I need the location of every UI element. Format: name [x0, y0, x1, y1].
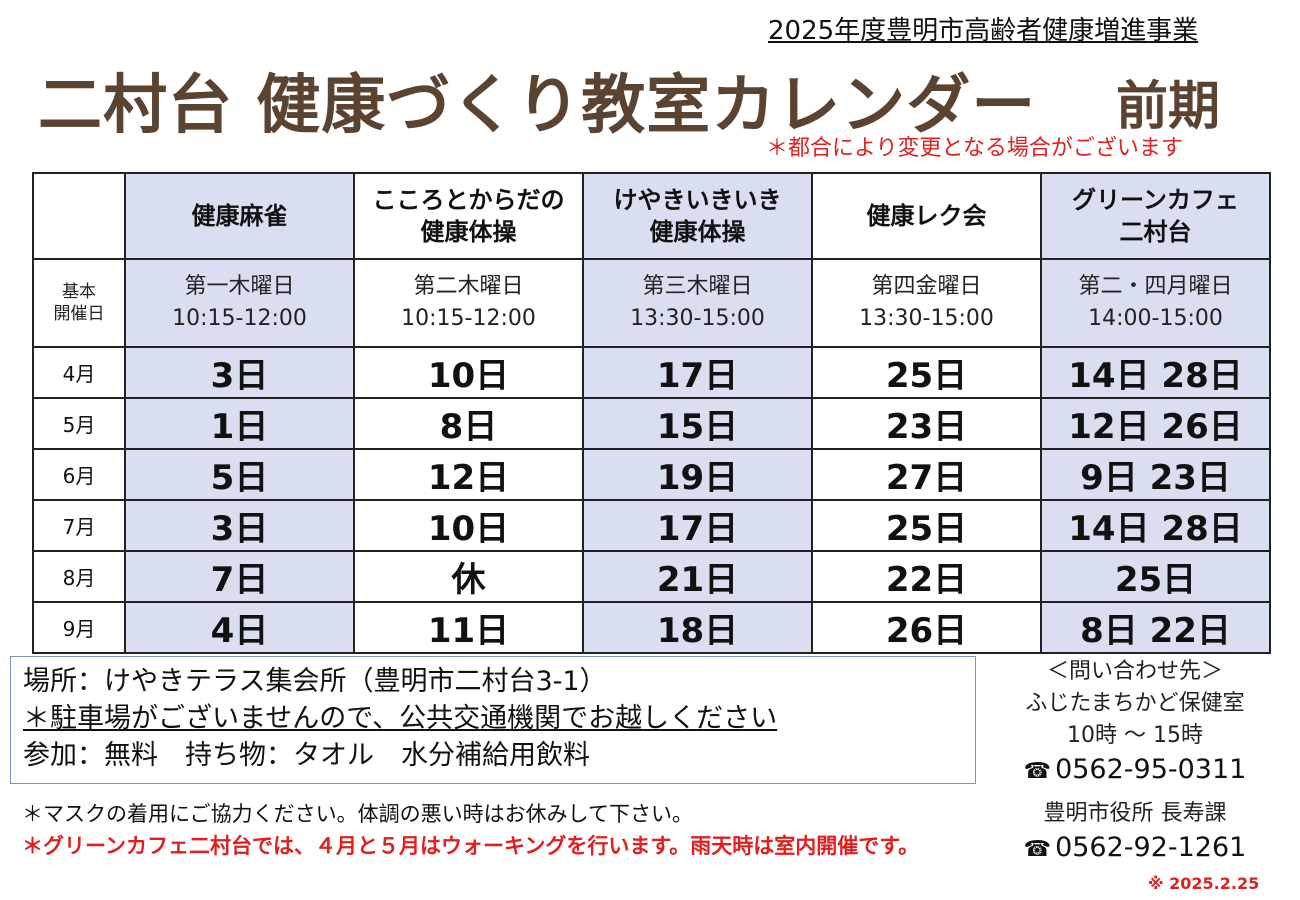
- date-cell: 27日: [811, 448, 1042, 501]
- program-header: グリーンカフェ 二村台: [1040, 172, 1271, 260]
- date-cell: 14日 28日: [1040, 499, 1271, 552]
- date-cell: 17日: [582, 346, 813, 399]
- date-cell: 14日 28日: [1040, 346, 1271, 399]
- schedule-label-line-1: 基本: [62, 282, 96, 302]
- date-cell: 26日: [811, 601, 1042, 654]
- parking-note: ＊駐車場がございませんので、公共交通機関でお越しください: [23, 703, 778, 734]
- date-cell: 7日: [124, 550, 355, 603]
- contact-phone-1: ☎ 0562-95-0311: [1023, 754, 1247, 785]
- month-label: 9月: [32, 601, 126, 654]
- date-cell: 8日 22日: [1040, 601, 1271, 654]
- program-name-line-2: 健康体操: [420, 218, 517, 246]
- fee-text: 参加：無料 持ち物：タオル 水分補給用飲料: [23, 740, 590, 771]
- date-cell: 11日: [353, 601, 584, 654]
- schedule-cell: 第二木曜日 10:15-12:00: [353, 258, 584, 348]
- calendar-table: 健康麻雀 こころとからだの 健康体操 けやきいきいき 健康体操 健康レク会 グリーンカフェ二…: [32, 172, 1271, 654]
- schedule-label-line-2: 開催日: [53, 304, 105, 324]
- month-row: 7月 3日 10日 17日 25日 14日 28日: [32, 499, 1271, 552]
- contact-hours: 10時 ～ 15時: [1067, 723, 1203, 748]
- term-label: 前期: [1116, 77, 1221, 137]
- date-cell: 5日: [124, 448, 355, 501]
- month-row: 9月 4日 11日 18日 26日 8日 22日: [32, 601, 1271, 654]
- telephone-icon: ☎: [1023, 759, 1052, 784]
- schedule-day: 第二木曜日: [413, 274, 524, 299]
- schedule-time: 13:30-15:00: [859, 306, 994, 331]
- date-cell: 21日: [582, 550, 813, 603]
- date-cell: 12日 26日: [1040, 397, 1271, 450]
- date-cell: 15日: [582, 397, 813, 450]
- contact-org-1: ふじたまちかど保健室: [1025, 691, 1245, 716]
- contact-block: ＜問い合わせ先＞ ふじたまちかど保健室 10時 ～ 15時 ☎ 0562-95-0…: [990, 656, 1280, 868]
- date-cell: 25日: [811, 499, 1042, 552]
- schedule-time: 10:15-12:00: [172, 306, 307, 331]
- date-cell: 10日: [353, 346, 584, 399]
- program-header: けやきいきいき 健康体操: [582, 172, 813, 260]
- date-cell: 25日: [1040, 550, 1271, 603]
- month-row: 6月 5日 12日 19日 27日 9日 23日: [32, 448, 1271, 501]
- page-title: 二村台 健康づくり教室カレンダー: [38, 69, 1037, 143]
- change-notice: ＊都合により変更となる場合がございます: [766, 136, 1183, 161]
- date-cell: 休: [353, 550, 584, 603]
- month-row: 8月 7日休 21日 22日 25日: [32, 550, 1271, 603]
- schedule-time: 10:15-12:00: [401, 306, 536, 331]
- date-cell: 17日: [582, 499, 813, 552]
- info-box: 場所：けやきテラス集会所（豊明市二村台3-1） ＊駐車場がございませんので、公共…: [10, 656, 976, 784]
- program-name-line-2: 二村台: [1119, 218, 1192, 246]
- program-name-line-1: 健康レク会: [866, 202, 987, 230]
- month-label: 7月: [32, 499, 126, 552]
- program-subtitle: 2025年度豊明市高齢者健康増進事業: [768, 16, 1199, 46]
- schedule-row: 基本 開催日 第一木曜日 10:15-12:00 第二木曜日 10:15-12:00 第三木…: [32, 258, 1271, 348]
- month-row: 4月 3日 10日 17日 25日 14日 28日: [32, 346, 1271, 399]
- month-row: 5月 1日 8日 15日 23日 12日 26日: [32, 397, 1271, 450]
- date-cell: 10日: [353, 499, 584, 552]
- date-cell: 25日: [811, 346, 1042, 399]
- date-cell: 18日: [582, 601, 813, 654]
- month-label: 6月: [32, 448, 126, 501]
- contact-phone-2: ☎ 0562-92-1261: [1023, 832, 1247, 863]
- mask-note: ＊マスクの着用にご協力ください。体調の悪い時はお休みして下さい。: [22, 802, 693, 826]
- date-cell: 22日: [811, 550, 1042, 603]
- date-cell: 8日: [353, 397, 584, 450]
- schedule-day: 第一木曜日: [184, 274, 295, 299]
- header-row: 健康麻雀 こころとからだの 健康体操 けやきいきいき 健康体操 健康レク会 グリーンカフェ二…: [32, 172, 1271, 260]
- schedule-time: 14:00-15:00: [1088, 306, 1223, 331]
- program-name-line-1: 健康麻雀: [191, 202, 288, 230]
- schedule-row-label: 基本 開催日: [32, 258, 126, 348]
- program-header: こころとからだの 健康体操: [353, 172, 584, 260]
- schedule-cell: 第三木曜日 13:30-15:00: [582, 258, 813, 348]
- schedule-day: 第三木曜日: [642, 274, 753, 299]
- program-header: 健康レク会: [811, 172, 1042, 260]
- contact-org-2: 豊明市役所 長寿課: [1043, 801, 1227, 826]
- schedule-time: 13:30-15:00: [630, 306, 765, 331]
- program-name-line-1: グリーンカフェ: [1072, 186, 1239, 214]
- telephone-icon: ☎: [1023, 837, 1052, 862]
- schedule-cell: 第一木曜日 10:15-12:00: [124, 258, 355, 348]
- program-name-line-1: こころとからだの: [372, 186, 565, 214]
- date-cell: 9日 23日: [1040, 448, 1271, 501]
- date-cell: 4日: [124, 601, 355, 654]
- corner-cell: [32, 172, 126, 260]
- month-label: 4月: [32, 346, 126, 399]
- date-cell: 23日: [811, 397, 1042, 450]
- program-name-line-1: けやきいきいき: [613, 186, 782, 214]
- schedule-cell: 第二・四月曜日 14:00-15:00: [1040, 258, 1271, 348]
- date-cell: 3日: [124, 499, 355, 552]
- program-name-line-2: 健康体操: [649, 218, 746, 246]
- date-cell: 1日: [124, 397, 355, 450]
- month-label: 5月: [32, 397, 126, 450]
- schedule-day: 第二・四月曜日: [1078, 274, 1233, 299]
- contact-heading: ＜問い合わせ先＞: [1046, 659, 1223, 684]
- cafe-note: ＊グリーンカフェ二村台では、４月と５月はウォーキングを行います。雨天時は室内開催…: [22, 834, 920, 858]
- date-cell: 19日: [582, 448, 813, 501]
- schedule-day: 第四金曜日: [871, 274, 982, 299]
- date-cell: 12日: [353, 448, 584, 501]
- date-cell: 3日: [124, 346, 355, 399]
- month-label: 8月: [32, 550, 126, 603]
- program-header: 健康麻雀: [124, 172, 355, 260]
- place-text: 場所：けやきテラス集会所（豊明市二村台3-1）: [23, 666, 607, 697]
- schedule-cell: 第四金曜日 13:30-15:00: [811, 258, 1042, 348]
- revision-date: ※ 2025.2.25: [1148, 874, 1260, 893]
